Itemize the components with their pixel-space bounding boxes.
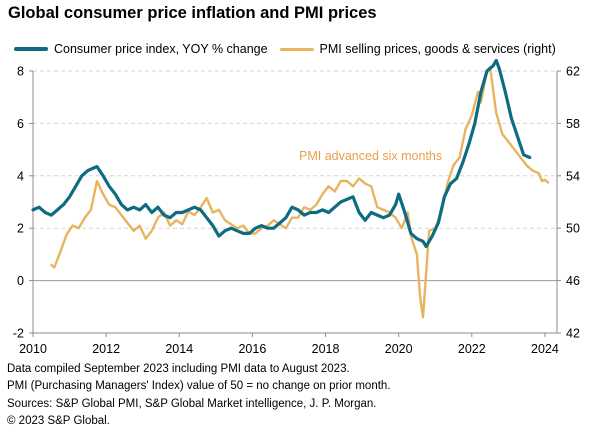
legend-item-pmi[interactable]: PMI selling prices, goods & services (ri…: [279, 42, 556, 56]
chart-title: Global consumer price inflation and PMI …: [8, 4, 377, 22]
annotation-text: PMI advanced six months: [299, 149, 442, 163]
x-tick-label: 2024: [531, 342, 559, 356]
legend-label-cpi: Consumer price index, YOY % change: [54, 42, 268, 56]
legend-swatch-pmi: [279, 47, 314, 51]
right-tick-label: 50: [566, 222, 580, 236]
chart-footer: Data compiled September 2023 including P…: [7, 361, 391, 430]
left-tick-label: 8: [17, 65, 24, 79]
series-line-pmi: [50, 65, 550, 319]
right-tick-label: 54: [566, 169, 580, 183]
x-tick-label: 2012: [92, 342, 120, 356]
left-tick-label: -2: [13, 327, 24, 341]
series-line-cpi: [31, 58, 532, 249]
x-tick-label: 2010: [19, 342, 47, 356]
footer-copyright: © 2023 S&P Global.: [7, 414, 110, 427]
footer-note-compiled: Data compiled September 2023 including P…: [7, 363, 350, 375]
footer-note-sources: Sources: S&P Global PMI, S&P Global Mark…: [7, 397, 377, 410]
right-tick-label: 62: [566, 65, 580, 79]
x-tick-label: 2022: [458, 342, 486, 356]
x-tick-label: 2014: [165, 342, 193, 356]
left-tick-label: 0: [17, 274, 24, 288]
x-tick-label: 2016: [238, 342, 266, 356]
right-tick-label: 42: [566, 327, 580, 341]
left-tick-label: 4: [17, 169, 24, 183]
legend-item-cpi[interactable]: Consumer price index, YOY % change: [14, 42, 268, 56]
right-tick-label: 58: [566, 117, 580, 131]
footer-note-pmi-definition: PMI (Purchasing Managers' Index) value o…: [7, 380, 391, 393]
chart-legend: Consumer price index, YOY % change PMI s…: [14, 42, 568, 56]
left-tick-label: 2: [17, 222, 24, 236]
x-tick-label: 2020: [385, 342, 413, 356]
legend-label-pmi: PMI selling prices, goods & services (ri…: [319, 42, 556, 56]
x-tick-label: 2018: [312, 342, 340, 356]
legend-swatch-cpi: [14, 47, 48, 51]
right-tick-label: 46: [566, 274, 580, 288]
left-tick-label: 6: [17, 117, 24, 131]
